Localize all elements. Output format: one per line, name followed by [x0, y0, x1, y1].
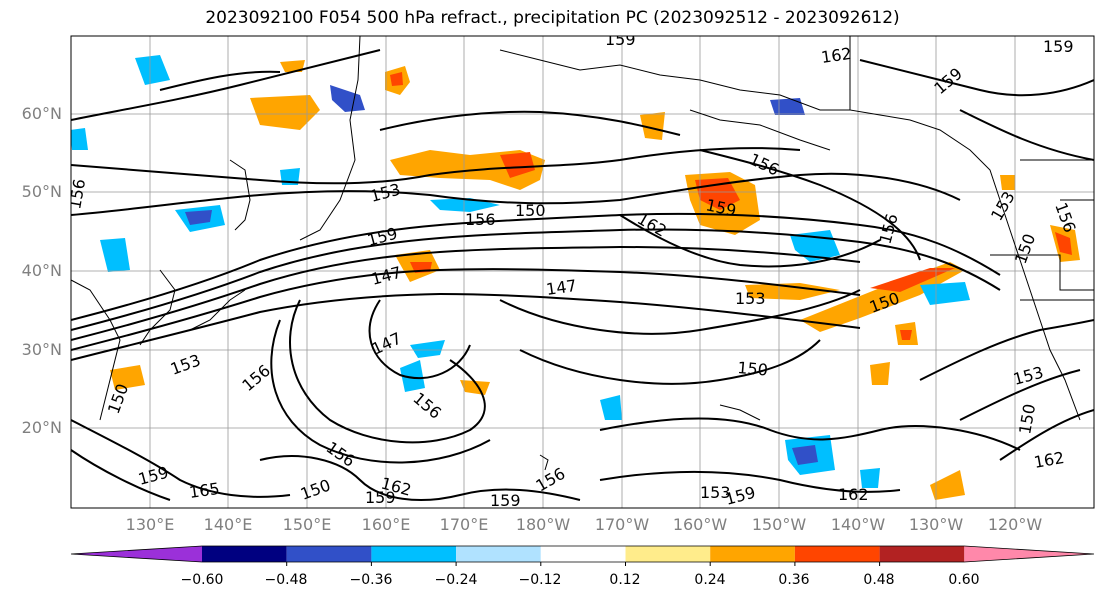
- contour-label: 156: [65, 177, 89, 210]
- longitude-label: 170°E: [439, 515, 489, 534]
- map-frame: [70, 35, 1095, 509]
- contour-label: 159: [365, 488, 396, 507]
- contour-label: 156: [465, 210, 496, 229]
- colorbar-cell: [625, 546, 711, 562]
- colorbar-tick-label: −0.48: [264, 572, 308, 588]
- longitude-label: 130°W: [908, 515, 964, 534]
- latitude-label: 60°N: [21, 104, 62, 123]
- colorbar-tick-label: 0.12: [609, 572, 641, 588]
- latitude-label: 30°N: [21, 340, 62, 359]
- longitude-label: 140°E: [203, 515, 253, 534]
- longitude-label: 130°E: [125, 515, 175, 534]
- colorbar-cell: [371, 546, 457, 562]
- colorbar-cell: [794, 546, 880, 562]
- contour-label: 147: [545, 276, 578, 299]
- colorbar-cell: [286, 546, 372, 562]
- contour-label: 159: [490, 491, 521, 510]
- longitude-label: 140°W: [830, 515, 886, 534]
- latitude-label: 20°N: [21, 418, 62, 437]
- latitude-label: 40°N: [21, 261, 62, 280]
- contour-label: 153: [700, 483, 731, 502]
- longitude-label: 180°W: [515, 515, 571, 534]
- contour-label: 159: [1043, 37, 1074, 56]
- colorbar-cell: [71, 546, 202, 562]
- longitude-label: 160°E: [361, 515, 411, 534]
- longitude-label: 150°W: [751, 515, 807, 534]
- colorbar-cells: [70, 545, 1095, 566]
- colorbar-tick-label: 0.24: [694, 572, 726, 588]
- colorbar-cell: [710, 546, 795, 562]
- colorbar-tick-label: 0.48: [863, 572, 895, 588]
- colorbar-tick-label: −0.60: [180, 572, 224, 588]
- colorbar-cell: [456, 546, 541, 562]
- contour-label: 150: [515, 201, 546, 220]
- colorbar-cell: [964, 546, 1094, 562]
- colorbar-cell: [879, 546, 965, 562]
- longitude-label: 170°W: [594, 515, 650, 534]
- colorbar-cell: [202, 546, 287, 562]
- colorbar-tick-label: −0.36: [349, 572, 393, 588]
- contour-label: 159: [605, 30, 636, 49]
- contour-label: 153: [735, 289, 766, 308]
- colorbar-tick-label: −0.24: [434, 572, 478, 588]
- longitude-label: 120°W: [987, 515, 1043, 534]
- refractivity-contours: [71, 49, 1094, 501]
- map-title: 2023092100 F054 500 hPa refract., precip…: [205, 8, 900, 28]
- colorbar-outline: [70, 545, 1095, 563]
- contour-label: 162: [838, 485, 869, 504]
- colorbar-tick-label: −0.12: [518, 572, 562, 588]
- colorbar-tick-label: 0.36: [778, 572, 810, 588]
- colorbar-cell: [540, 546, 626, 562]
- longitude-label: 150°E: [282, 515, 332, 534]
- contour-label: 150: [737, 358, 769, 380]
- contour-label: 162: [820, 44, 853, 67]
- contour-label: 165: [188, 479, 221, 502]
- longitude-label: 160°W: [672, 515, 728, 534]
- latitude-label: 50°N: [21, 182, 62, 201]
- colorbar-tick-label: 0.60: [948, 572, 980, 588]
